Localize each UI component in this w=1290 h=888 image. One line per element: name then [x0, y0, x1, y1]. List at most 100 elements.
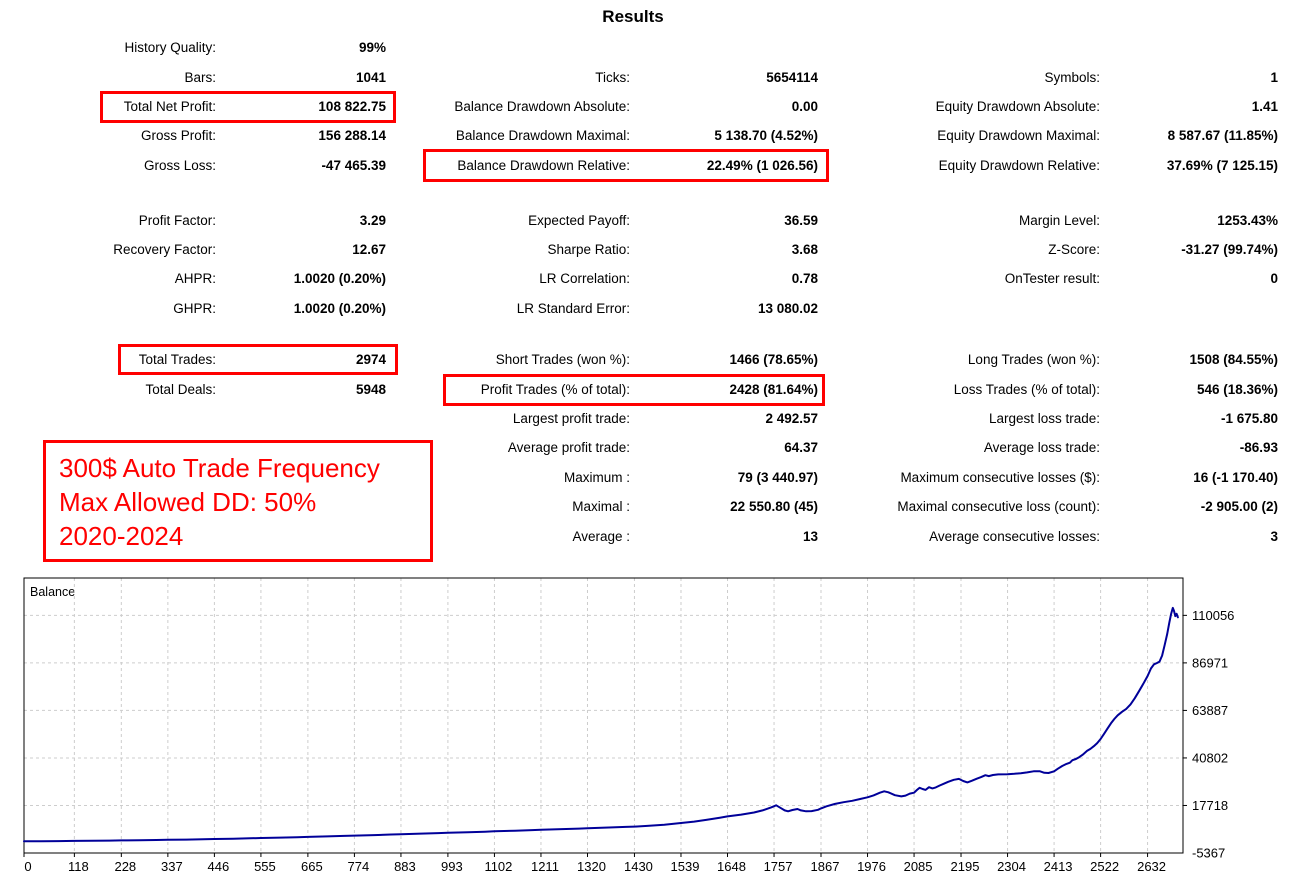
stat-row: Average : 13 — [420, 521, 818, 550]
stat-label: Balance Drawdown Relative: — [457, 157, 630, 173]
stat-row: Total Trades: 2974 — [20, 345, 386, 374]
stat-value: 13 — [802, 528, 818, 544]
stat-row: Long Trades (won %): 1508 (84.55%) — [860, 345, 1278, 374]
stat-row: Average profit trade: 64.37 — [420, 433, 818, 462]
x-axis-label: 2085 — [904, 859, 933, 874]
y-axis-label: 110056 — [1192, 608, 1234, 623]
stat-group-right-1: Margin Level: 1253.43% Z-Score: -31.27 (99.… — [860, 206, 1278, 294]
x-axis-label: 2413 — [1044, 859, 1073, 874]
stat-row: Symbols: 1 — [860, 62, 1278, 91]
stat-label: LR Standard Error: — [516, 300, 630, 316]
stat-label: Equity Drawdown Absolute: — [935, 98, 1100, 114]
stat-row: Balance Drawdown Maximal: 5 138.70 (4.52%… — [420, 121, 818, 150]
highlight-box-total-trades — [118, 344, 398, 375]
stat-value: 1466 (78.65%) — [729, 352, 818, 368]
stat-value: 0.00 — [791, 98, 818, 114]
stat-row: Expected Payoff: 36.59 — [420, 206, 818, 235]
balance-chart: Balance 110056 86971 63887 40802 17718 -5367 0… — [0, 575, 1290, 888]
stat-row: Largest loss trade: -1 675.80 — [860, 404, 1278, 433]
stat-value: 22 550.80 (45) — [730, 499, 818, 515]
stat-group-right-2: Long Trades (won %): 1508 (84.55%) Loss Tr… — [860, 345, 1278, 551]
stat-label: GHPR: — [173, 300, 216, 316]
stat-value: 1 — [1270, 69, 1278, 85]
page-title: Results — [602, 7, 664, 26]
annotation-line: 2020-2024 — [59, 521, 184, 551]
stat-row: Profit Trades (% of total): 2428 (81.64%) — [420, 374, 818, 403]
stat-label: Loss Trades (% of total): — [953, 381, 1100, 397]
stat-label: Gross Profit: — [140, 128, 216, 144]
stat-value: 8 587.67 (11.85%) — [1167, 128, 1278, 144]
stat-label: Total Trades: — [138, 352, 216, 368]
stat-row: Margin Level: 1253.43% — [860, 206, 1278, 235]
x-axis-label: 1539 — [671, 859, 700, 874]
stat-label: Symbols: — [1044, 69, 1100, 85]
stat-label: OnTester result: — [1004, 271, 1100, 287]
stat-value: 3.68 — [791, 242, 818, 258]
stat-row: Total Net Profit: 108 822.75 — [20, 92, 386, 121]
stat-value: 2974 — [355, 352, 386, 368]
stat-value: 3.29 — [359, 212, 386, 228]
stat-label: Z-Score: — [1048, 242, 1100, 258]
stat-value: -2 905.00 (2) — [1200, 499, 1278, 515]
stat-value: 2 492.57 — [765, 410, 818, 426]
stat-value: 79 (3 440.97) — [737, 469, 818, 485]
stat-row: Equity Drawdown Relative: 37.69% (7 125.1… — [860, 151, 1278, 180]
stat-row: Balance Drawdown Absolute: 0.00 — [420, 92, 818, 121]
stat-group-middle-0: Ticks: 5654114 Balance Drawdown Absolute: 0… — [420, 62, 818, 180]
stat-group-middle-1: Expected Payoff: 36.59 Sharpe Ratio: 3.68 LR… — [420, 206, 818, 324]
stat-label: Bars: — [184, 69, 216, 85]
stat-label: Maximum : — [563, 469, 630, 485]
stat-group-left-1: Profit Factor: 3.29 Recovery Factor: 12.67 A… — [20, 206, 386, 324]
stat-row: Profit Factor: 3.29 — [20, 206, 386, 235]
balance-line — [23, 606, 1179, 843]
x-axis-label: 993 — [441, 859, 463, 874]
stat-row: Equity Drawdown Maximal: 8 587.67 (11.85%… — [860, 121, 1278, 150]
stat-label: Expected Payoff: — [528, 212, 630, 228]
stat-label: Total Net Profit: — [123, 98, 216, 114]
stat-value: 13 080.02 — [757, 300, 818, 316]
stat-label: Largest profit trade: — [512, 410, 630, 426]
x-axis-label: 883 — [394, 859, 416, 874]
x-axis-label: 446 — [208, 859, 230, 874]
chart-series-label: Balance — [30, 585, 75, 599]
stat-group-left-0: History Quality: 99% Bars: 1041 Total Net Pr… — [20, 33, 386, 180]
stat-label: Profit Trades (% of total): — [480, 381, 630, 397]
y-axis-label: 63887 — [1192, 703, 1228, 718]
x-axis-label: 2304 — [997, 859, 1026, 874]
stat-value: 2428 (81.64%) — [729, 381, 818, 397]
stat-label: LR Correlation: — [539, 271, 630, 287]
y-axis-label: 40802 — [1192, 750, 1228, 765]
stat-value: -31.27 (99.74%) — [1181, 242, 1278, 258]
y-axis-label: -5367 — [1192, 846, 1225, 861]
stat-label: Short Trades (won %): — [495, 352, 630, 368]
stat-group-middle-2: Short Trades (won %): 1466 (78.65%) Profit… — [420, 345, 818, 551]
stat-value: 0.78 — [791, 271, 818, 287]
stat-value: 1041 — [355, 69, 386, 85]
stat-label: Recovery Factor: — [113, 242, 216, 258]
stat-value: 22.49% (1 026.56) — [706, 157, 818, 173]
x-axis-label: 555 — [254, 859, 276, 874]
stat-value: -1 675.80 — [1220, 410, 1278, 426]
stat-label: Gross Loss: — [143, 157, 216, 173]
stat-label: AHPR: — [174, 271, 216, 287]
stat-row: Short Trades (won %): 1466 (78.65%) — [420, 345, 818, 374]
x-axis-label: 2522 — [1090, 859, 1119, 874]
stat-label: Average profit trade: — [507, 440, 630, 456]
stat-row: Maximum : 79 (3 440.97) — [420, 463, 818, 492]
stat-value: -86.93 — [1239, 440, 1278, 456]
stat-value: 99% — [358, 40, 386, 56]
stat-label: Profit Factor: — [138, 212, 216, 228]
stat-value: 1.0020 (0.20%) — [293, 271, 386, 287]
stat-value: 108 822.75 — [318, 98, 386, 114]
x-axis-label: 337 — [161, 859, 183, 874]
stat-label: Long Trades (won %): — [967, 352, 1100, 368]
stat-value: 36.59 — [784, 212, 818, 228]
stat-value: 546 (18.36%) — [1196, 381, 1278, 397]
x-axis-label: 1757 — [764, 859, 793, 874]
stat-value: 3 — [1270, 528, 1278, 544]
stat-value: 12.67 — [352, 242, 386, 258]
stat-row: Maximal consecutive loss (count): -2 905.… — [860, 492, 1278, 521]
stat-value: 64.37 — [784, 440, 818, 456]
x-axis-label: 118 — [68, 859, 89, 874]
